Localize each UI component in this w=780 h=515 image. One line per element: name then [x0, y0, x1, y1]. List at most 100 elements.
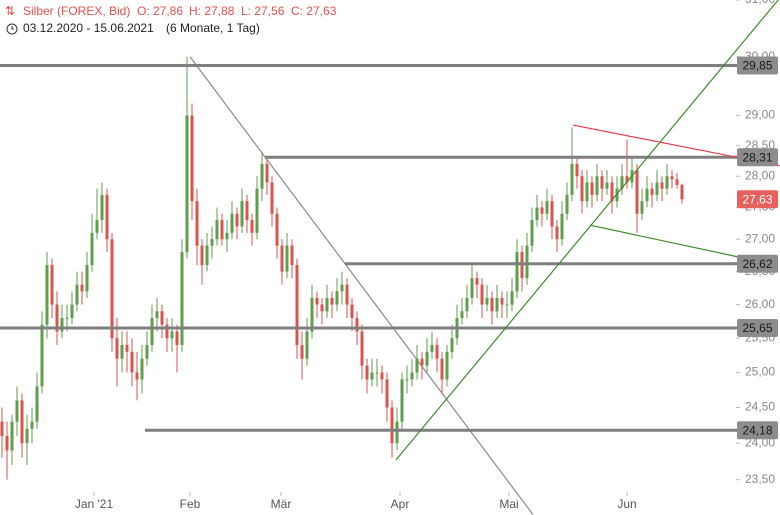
- candle-body: [650, 188, 654, 195]
- x-tick-label: Jun: [617, 497, 636, 511]
- candle-body: [605, 182, 609, 189]
- candle-body: [485, 297, 489, 305]
- candle-body: [670, 176, 674, 180]
- candle-body: [250, 220, 254, 233]
- level-label-box: [737, 319, 778, 338]
- candle-body: [115, 338, 119, 359]
- candle-body: [285, 245, 289, 272]
- x-tick-label: Apr: [391, 497, 410, 511]
- candle-body: [305, 331, 309, 359]
- level-label: 28,31: [742, 150, 772, 164]
- candle-body: [220, 220, 224, 240]
- candle-body: [210, 239, 214, 246]
- candle-body: [475, 278, 479, 285]
- symbol: Silber (FOREX, Bid): [23, 4, 130, 18]
- candle-body: [640, 201, 644, 214]
- candle-body: [490, 297, 494, 312]
- candle-body: [395, 421, 399, 444]
- candle-body: [320, 304, 324, 312]
- candle-body: [280, 245, 284, 272]
- candle-body: [215, 220, 219, 240]
- y-tick-label: 23,50: [745, 472, 775, 486]
- candle-body: [125, 345, 129, 352]
- y-tick-label: 27,00: [745, 231, 775, 245]
- candle-body: [170, 331, 174, 339]
- y-tick-label: 29,00: [745, 108, 775, 122]
- y-tick-label: 25,00: [745, 365, 775, 379]
- candle-body: [675, 179, 679, 185]
- candle-body: [265, 163, 269, 183]
- candle-body: [480, 284, 484, 305]
- candle-body: [545, 201, 549, 214]
- candle-body: [195, 201, 199, 246]
- candle-body: [270, 182, 274, 214]
- candle-body: [70, 304, 74, 318]
- candle-body: [25, 428, 29, 444]
- candle-body: [615, 188, 619, 202]
- clock-hand: [11, 26, 14, 30]
- candle-body: [290, 245, 294, 266]
- candle-body: [410, 372, 414, 380]
- candle-body: [350, 304, 354, 318]
- candle-body: [275, 213, 279, 246]
- candle-body: [165, 324, 169, 339]
- candle-body: [430, 345, 434, 352]
- candle-body: [610, 182, 614, 202]
- candle-body: [580, 176, 584, 202]
- candle-body: [110, 239, 114, 339]
- candle-body: [140, 358, 144, 380]
- candle-body: [85, 265, 89, 292]
- candle-body: [15, 400, 19, 422]
- candle-body: [230, 213, 234, 233]
- candle-body: [620, 176, 624, 189]
- candle-body: [380, 372, 384, 380]
- candle-body: [180, 252, 184, 346]
- candle-body: [440, 358, 444, 380]
- candle-body: [570, 163, 574, 195]
- candle-body: [515, 252, 519, 292]
- candle-body: [470, 278, 474, 298]
- candle-body: [365, 365, 369, 380]
- candle-body: [665, 176, 669, 189]
- candle-body: [175, 331, 179, 346]
- candle-body: [205, 245, 209, 266]
- candle-body: [355, 317, 359, 332]
- trend-line: [189, 56, 534, 515]
- candle-body: [65, 317, 69, 319]
- candle-body: [340, 284, 344, 292]
- candle-body: [600, 176, 604, 189]
- candle-body: [255, 188, 259, 233]
- candle-body: [360, 331, 364, 366]
- candle-body: [120, 345, 124, 359]
- candle-body: [625, 176, 629, 183]
- level-label: 25,65: [742, 321, 772, 335]
- candle-body: [30, 421, 34, 429]
- candle-body: [415, 358, 419, 373]
- candle-body: [20, 400, 24, 444]
- candle-body: [150, 317, 154, 346]
- candle-body: [660, 182, 664, 189]
- candle-body: [500, 297, 504, 305]
- candle-body: [680, 184, 684, 200]
- candle-body: [190, 115, 194, 202]
- candle-body: [595, 176, 599, 195]
- x-tick-label: Mär: [271, 497, 292, 511]
- candle-body: [5, 435, 9, 451]
- candle-body: [235, 213, 239, 227]
- x-tick-label: Feb: [180, 497, 201, 511]
- candle-body: [585, 182, 589, 202]
- candle-body: [45, 265, 49, 325]
- candle-body: [330, 297, 334, 305]
- candle-body: [310, 297, 314, 332]
- y-tick-label: 26,00: [745, 297, 775, 311]
- candle-body: [555, 226, 559, 240]
- candle-body: [645, 188, 649, 202]
- candle-body: [425, 351, 429, 366]
- level-label-box: [737, 421, 778, 440]
- candle-body: [315, 297, 319, 305]
- candle-body: [300, 345, 304, 359]
- header: ⇅ Silber (FOREX, Bid) O: 27,86 H: 27,88 …: [5, 4, 337, 35]
- y-tick-label: 31,00: [745, 0, 775, 6]
- candle-body: [90, 232, 94, 266]
